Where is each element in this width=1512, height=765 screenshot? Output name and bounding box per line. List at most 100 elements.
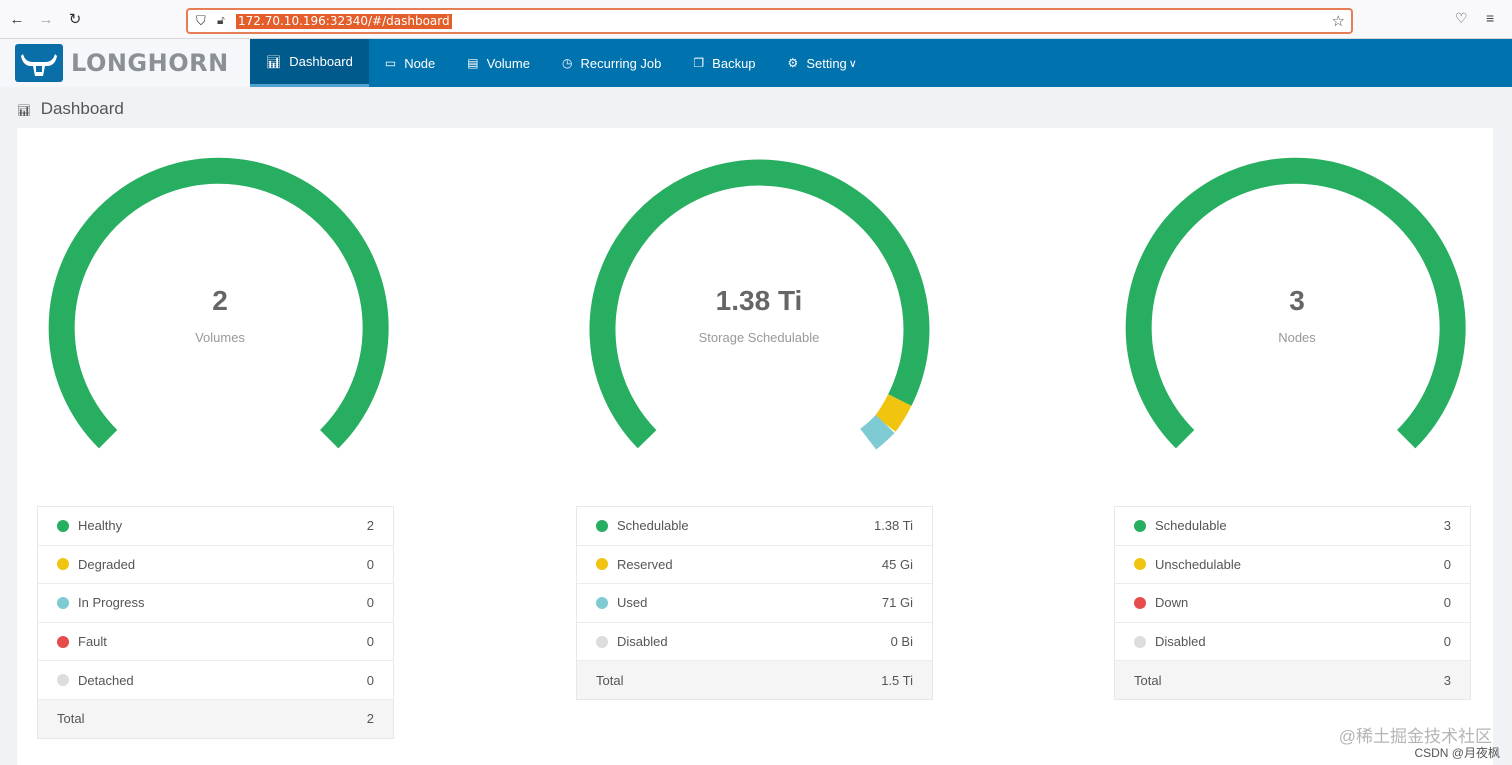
back-icon[interactable]: ← bbox=[9, 11, 25, 28]
legend-value: 0 bbox=[1443, 595, 1451, 611]
menu-volume-label: Volume bbox=[486, 55, 530, 71]
storage-gauge[interactable]: 1.38 Ti Storage Schedulable bbox=[579, 150, 939, 470]
status-dot bbox=[57, 635, 69, 648]
legend-label: Healthy bbox=[78, 518, 123, 534]
status-dot bbox=[1134, 596, 1146, 609]
lock-icon[interactable]: 🔓︎ bbox=[217, 13, 225, 27]
storage-schedulable-value: 1.38 Ti bbox=[715, 285, 803, 316]
shield-icon[interactable]: ⛉ bbox=[196, 13, 206, 28]
volumes-count: 2 bbox=[212, 285, 228, 316]
legend-value: 0 bbox=[1443, 634, 1451, 650]
menu-hamburger-icon[interactable]: ≡ bbox=[1486, 10, 1495, 26]
legend-value: 0 bbox=[366, 672, 374, 688]
laptop-icon: ▭ bbox=[384, 56, 397, 70]
legend-total: Total 2 bbox=[38, 699, 393, 738]
legend-row-in-progress[interactable]: In Progress 0 bbox=[38, 584, 393, 623]
forward-icon[interactable]: → bbox=[38, 11, 54, 28]
legend-value: 0 bbox=[366, 634, 374, 650]
legend-value: 0 bbox=[1443, 556, 1451, 572]
status-dot bbox=[1134, 558, 1146, 571]
menu-node-label: Node bbox=[404, 55, 436, 71]
legend-row-schedulable[interactable]: Schedulable 1.38 Ti bbox=[577, 507, 932, 546]
menu-dashboard[interactable]: 📊︎ Dashboard bbox=[250, 39, 369, 87]
page-title: 📊︎ Dashboard bbox=[17, 99, 124, 119]
status-dot bbox=[57, 558, 69, 571]
status-dot bbox=[1134, 635, 1146, 648]
logo-area[interactable]: LONGHORN bbox=[0, 39, 250, 87]
database-icon: ▤ bbox=[467, 56, 479, 70]
legend-row-disabled[interactable]: Disabled 0 Bi bbox=[577, 623, 932, 662]
legend-label: Used bbox=[617, 595, 648, 611]
chevron-down-icon: ∨ bbox=[848, 57, 857, 70]
legend-row-schedulable[interactable]: Schedulable 3 bbox=[1115, 507, 1470, 546]
legend-total-label: Total bbox=[57, 711, 85, 727]
legend-value: 2 bbox=[366, 518, 374, 534]
volumes-label: Volumes bbox=[195, 330, 245, 345]
page-title-text: Dashboard bbox=[40, 99, 124, 118]
app-header: LONGHORN 📊︎ Dashboard ▭ Node ▤ Volume ◷ … bbox=[0, 39, 1512, 87]
legend-total: Total 3 bbox=[1115, 661, 1470, 700]
legend-label: Degraded bbox=[78, 556, 136, 572]
legend-value: 1.38 Ti bbox=[873, 518, 913, 534]
storage-gauge-reserved-arc bbox=[874, 394, 912, 432]
bookmark-star-icon[interactable]: ☆ bbox=[1331, 13, 1345, 30]
menu-dashboard-label: Dashboard bbox=[289, 54, 353, 69]
menu-setting-label: Setting bbox=[806, 55, 847, 71]
chart-icon: 📊︎ bbox=[266, 54, 282, 69]
menu-setting[interactable]: ⚙ Setting ∨ bbox=[772, 39, 873, 87]
copy-icon: ❐ bbox=[693, 56, 705, 70]
legend-label: Disabled bbox=[617, 634, 668, 650]
legend-label: Fault bbox=[78, 634, 107, 650]
legend-label: Down bbox=[1155, 595, 1189, 611]
status-dot bbox=[57, 596, 69, 609]
legend-row-healthy[interactable]: Healthy 2 bbox=[38, 507, 393, 546]
legend-row-unschedulable[interactable]: Unschedulable 0 bbox=[1115, 546, 1470, 585]
menu-volume[interactable]: ▤ Volume bbox=[451, 39, 546, 87]
legend-row-used[interactable]: Used 71 Gi bbox=[577, 584, 932, 623]
legend-value: 71 Gi bbox=[881, 595, 913, 611]
legend-label: Disabled bbox=[1155, 634, 1206, 650]
address-bar[interactable]: ⛉ 🔓︎ 172.70.10.196:32340/#/dashboard ☆ bbox=[186, 8, 1353, 34]
nodes-count: 3 bbox=[1289, 285, 1305, 316]
chart-icon: 📊︎ bbox=[17, 105, 31, 117]
volumes-gauge-healthy-arc bbox=[48, 157, 389, 449]
legend-label: Schedulable bbox=[1155, 518, 1227, 534]
legend-row-disabled[interactable]: Disabled 0 bbox=[1115, 623, 1470, 662]
nodes-gauge-schedulable-arc bbox=[1125, 157, 1466, 449]
volumes-gauge[interactable]: 2 Volumes bbox=[40, 150, 400, 470]
reload-icon[interactable]: ↻ bbox=[68, 11, 82, 28]
logo-text: LONGHORN bbox=[71, 49, 229, 77]
status-dot bbox=[57, 519, 69, 532]
legend-row-detached[interactable]: Detached 0 bbox=[38, 661, 393, 700]
legend-total-value: 2 bbox=[366, 711, 374, 727]
legend-value: 0 bbox=[366, 556, 374, 572]
legend-total-label: Total bbox=[596, 672, 624, 688]
legend-row-fault[interactable]: Fault 0 bbox=[38, 623, 393, 662]
storage-gauge-schedulable-arc bbox=[589, 159, 930, 449]
status-dot bbox=[596, 635, 608, 648]
menu-backup[interactable]: ❐ Backup bbox=[677, 39, 771, 87]
nodes-gauge[interactable]: 3 Nodes bbox=[1117, 150, 1477, 470]
legend-label: Detached bbox=[78, 672, 134, 688]
legend-total: Total 1.5 Ti bbox=[577, 661, 932, 700]
status-dot bbox=[596, 596, 608, 609]
dashboard-content: 2 Volumes 1.38 Ti Storage Schedulable 3 … bbox=[17, 128, 1493, 765]
nodes-label: Nodes bbox=[1278, 330, 1316, 345]
legend-label: Schedulable bbox=[617, 518, 689, 534]
legend-row-reserved[interactable]: Reserved 45 Gi bbox=[577, 546, 932, 585]
status-dot bbox=[57, 674, 69, 687]
url-input[interactable]: 172.70.10.196:32340/#/dashboard bbox=[236, 14, 452, 29]
legend-total-label: Total bbox=[1134, 672, 1162, 688]
pocket-icon[interactable]: ♡ bbox=[1455, 10, 1468, 26]
main-menu: 📊︎ Dashboard ▭ Node ▤ Volume ◷ Recurring… bbox=[250, 39, 873, 87]
legend-value: 45 Gi bbox=[881, 556, 913, 572]
volumes-legend: Healthy 2 Degraded 0 In Progress 0 Fault… bbox=[37, 506, 394, 739]
watermark-csdn: CSDN @月夜枫 bbox=[1414, 746, 1500, 760]
nodes-legend: Schedulable 3 Unschedulable 0 Down 0 Dis… bbox=[1114, 506, 1471, 701]
legend-row-down[interactable]: Down 0 bbox=[1115, 584, 1470, 623]
menu-node[interactable]: ▭ Node bbox=[369, 39, 451, 87]
menu-recurring-job-label: Recurring Job bbox=[580, 55, 662, 71]
legend-row-degraded[interactable]: Degraded 0 bbox=[38, 546, 393, 585]
gear-icon: ⚙ bbox=[787, 56, 799, 70]
menu-recurring-job[interactable]: ◷ Recurring Job bbox=[546, 39, 677, 87]
